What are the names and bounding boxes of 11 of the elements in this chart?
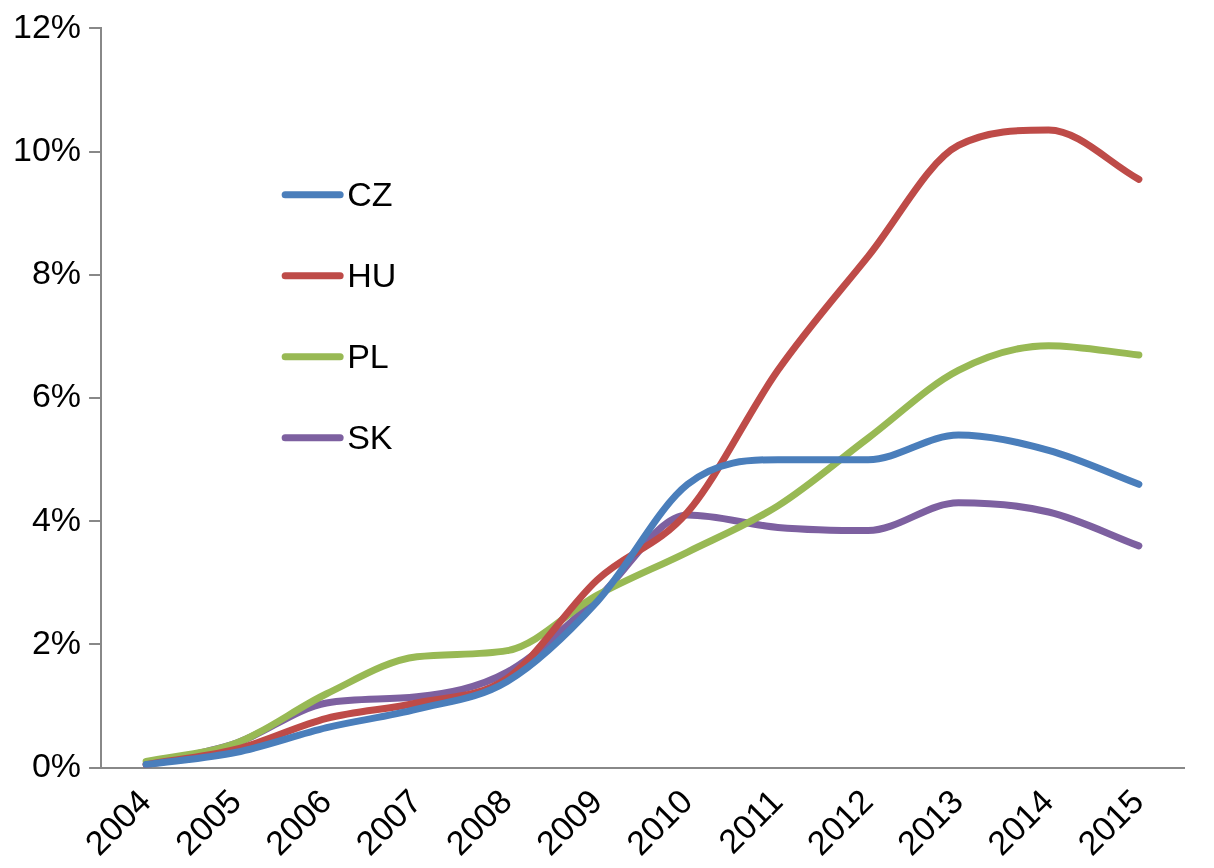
y-tick-label: 0% [31, 746, 82, 785]
y-tick-label: 6% [31, 376, 82, 415]
legend-label: SK [347, 418, 393, 457]
y-tick-label: 12% [12, 6, 82, 45]
legend-label: HU [347, 256, 397, 295]
y-tick-label: 8% [31, 253, 82, 292]
y-tick-label: 2% [31, 622, 82, 661]
legend-label: PL [347, 337, 389, 376]
y-tick-label: 10% [12, 129, 82, 168]
y-tick-label: 4% [31, 499, 82, 538]
legend-label: CZ [347, 175, 393, 214]
